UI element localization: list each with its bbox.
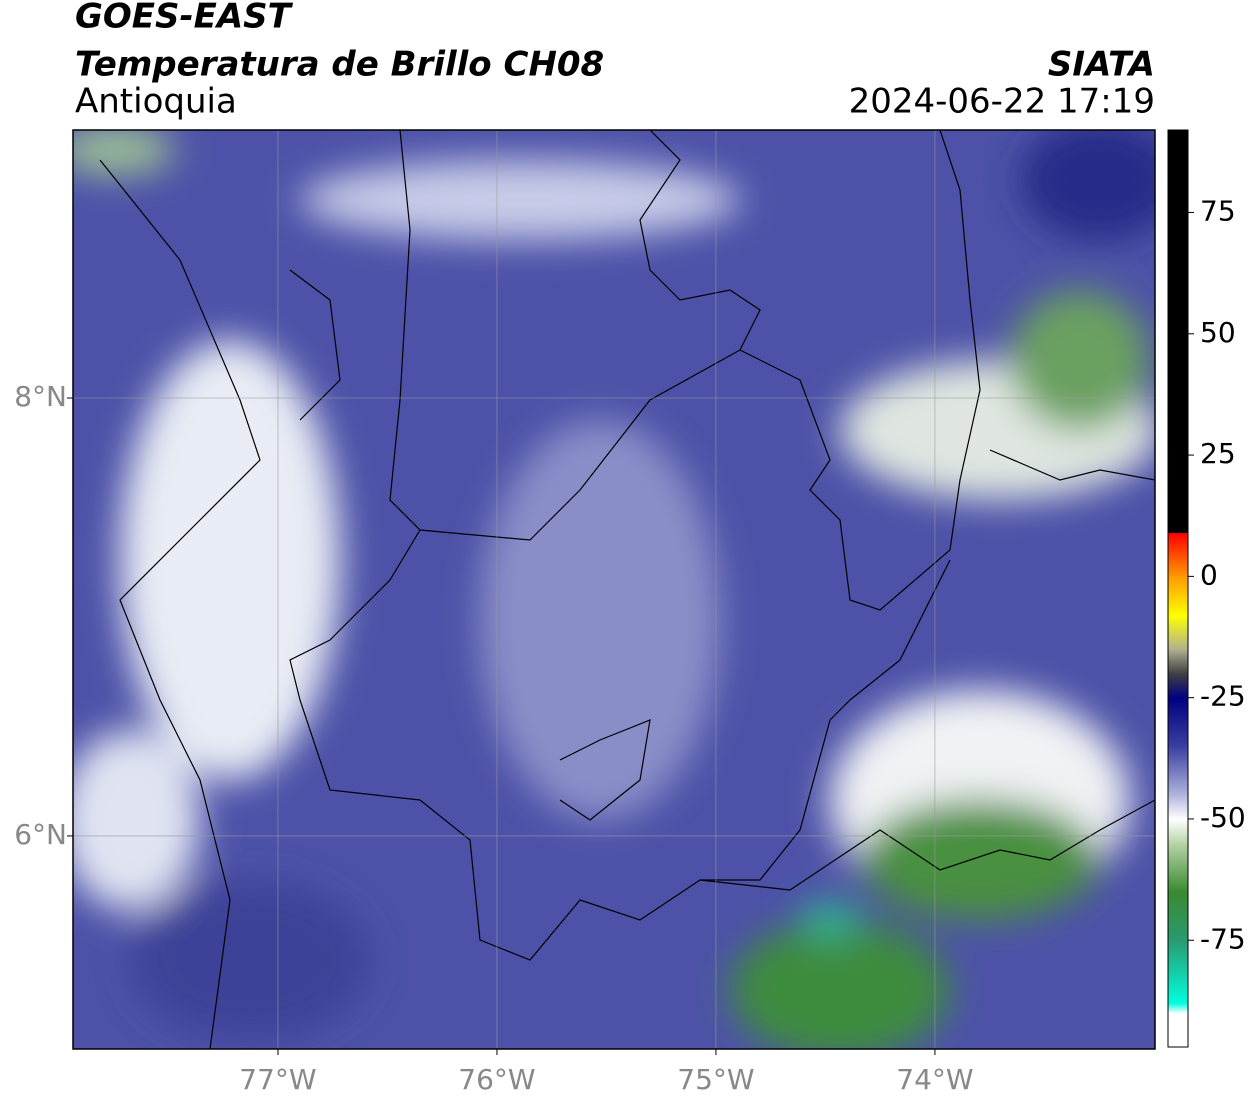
datetime: 2024-06-22 17:19	[849, 82, 1155, 122]
y-tick-label: 6°N	[14, 818, 67, 851]
x-tick-label: 77°W	[239, 1063, 316, 1096]
map-frame	[72, 129, 1156, 1050]
colorbar-segment	[1168, 940, 1188, 1004]
colorbar-segment	[1168, 673, 1188, 699]
colorbar-segment	[1168, 649, 1188, 674]
y-tick-label: 8°N	[14, 380, 67, 413]
colorbar-tick-label: -25	[1200, 680, 1246, 713]
subtitle: Temperatura de Brillo CH08	[75, 45, 604, 85]
colorbar-segment	[1168, 843, 1188, 893]
region: Antioquia	[75, 82, 237, 122]
x-tick-label: 75°W	[677, 1063, 754, 1096]
colorbar-segment	[1168, 533, 1188, 577]
colorbar-segment	[1168, 615, 1188, 650]
colorbar-tick-label: -75	[1200, 922, 1246, 955]
colorbar-segment	[1168, 794, 1188, 820]
colorbar-segment	[1168, 746, 1188, 796]
colorbar-tick-label: 25	[1200, 437, 1236, 470]
source: SIATA	[1048, 45, 1155, 85]
colorbar-segment	[1168, 576, 1188, 616]
x-tick-label: 74°W	[896, 1063, 973, 1096]
x-tick-label: 76°W	[458, 1063, 535, 1096]
colorbar-segment	[1168, 1003, 1188, 1014]
colorbar-segment	[1168, 891, 1188, 941]
title: GOES-EAST	[75, 0, 294, 37]
map-image	[73, 130, 1155, 1049]
colorbar-segment	[1168, 1013, 1188, 1048]
colorbar-segment	[1168, 130, 1188, 534]
colorbar-segment	[1168, 818, 1188, 844]
colorbar-tick-label: 0	[1200, 558, 1218, 591]
colorbar-tick-label: 50	[1200, 316, 1236, 349]
colorbar-segment	[1168, 697, 1188, 747]
colorbar-tick-label: 75	[1200, 194, 1236, 227]
colorbar-tick-label: -50	[1200, 801, 1246, 834]
colorbar-frame	[1167, 129, 1189, 1048]
